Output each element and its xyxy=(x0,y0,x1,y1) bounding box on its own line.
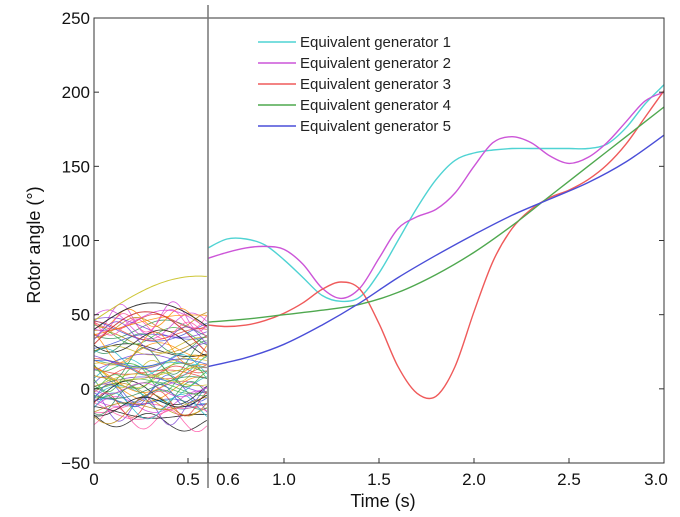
pre-split-trajectory xyxy=(93,336,207,356)
y-tick-label: −50 xyxy=(61,454,90,473)
pre-split-trajectory xyxy=(93,376,207,399)
pre-split-trajectory xyxy=(93,324,207,346)
y-tick-label: 0 xyxy=(81,380,90,399)
series-line-5 xyxy=(207,134,665,368)
pre-split-trajectory xyxy=(93,393,208,425)
pre-split-trajectory xyxy=(93,398,207,406)
pre-split-trajectory xyxy=(93,394,208,417)
pre-split-trajectory xyxy=(93,366,207,381)
legend-entry: Equivalent generator 1 xyxy=(300,34,451,51)
pre-split-trajectory xyxy=(93,357,207,369)
pre-split-trajectory xyxy=(93,318,208,339)
pre-split-trajectory xyxy=(93,311,208,353)
x-tick-label: 2.5 xyxy=(557,470,581,489)
x-tick-label: 1.0 xyxy=(272,470,296,489)
series-line-1 xyxy=(207,84,665,303)
pre-split-trajectory xyxy=(93,392,208,426)
y-tick-label: 50 xyxy=(71,306,90,325)
pre-split-trajectory xyxy=(93,390,208,418)
legend-entry: Equivalent generator 4 xyxy=(300,97,451,114)
series-line-4 xyxy=(207,106,665,323)
pre-split-trajectory xyxy=(93,333,207,349)
legend-entry: Equivalent generator 2 xyxy=(300,55,451,72)
pre-split-trajectory xyxy=(93,358,207,368)
x-tick-label: 2.0 xyxy=(462,470,486,489)
pre-split-trajectory xyxy=(93,371,208,391)
pre-split-trajectory xyxy=(93,329,207,357)
pre-split-trajectory xyxy=(93,376,207,402)
y-axis-label: Rotor angle (°) xyxy=(24,186,44,303)
pre-split-trajectory xyxy=(93,364,208,393)
legend: Equivalent generator 1 Equivalent generat… xyxy=(258,34,451,135)
pre-split-trajectory xyxy=(93,302,208,330)
pre-split-trajectories xyxy=(93,275,208,433)
pre-split-trajectory xyxy=(93,348,208,376)
pre-split-trajectory xyxy=(93,342,207,366)
x-tick-label: 0.5 xyxy=(176,470,200,489)
pre-split-trajectory xyxy=(93,368,207,379)
pre-split-trajectory xyxy=(93,392,208,420)
x-tick-label: 0 xyxy=(89,470,98,489)
pre-split-trajectory xyxy=(93,383,208,408)
series-line-2 xyxy=(207,91,665,300)
legend-entry: Equivalent generator 5 xyxy=(300,118,451,135)
x-tick-label: 1.5 xyxy=(367,470,391,489)
pre-split-trajectory xyxy=(93,331,208,365)
pre-split-trajectory xyxy=(93,413,207,432)
pre-split-trajectory xyxy=(93,321,208,351)
pre-split-trajectory xyxy=(93,362,207,372)
x-tick-label: 0.6 xyxy=(216,470,240,489)
pre-split-trajectory xyxy=(93,308,207,328)
pre-split-trajectory xyxy=(93,275,207,322)
x-axis-label: Time (s) xyxy=(350,491,415,511)
pre-split-trajectory xyxy=(93,314,207,336)
pre-split-trajectory xyxy=(93,406,208,433)
legend-entry: Equivalent generator 3 xyxy=(300,76,451,93)
pre-split-trajectory xyxy=(93,381,208,416)
series-line-3 xyxy=(207,90,665,400)
pre-split-trajectory xyxy=(93,396,207,413)
pre-split-trajectory xyxy=(93,382,207,398)
y-tick-label: 150 xyxy=(62,157,90,176)
y-tick-label: 250 xyxy=(62,9,90,28)
pre-split-trajectory xyxy=(93,320,207,341)
x-tick-label: 3.0 xyxy=(644,470,668,489)
pre-split-trajectory xyxy=(93,381,207,399)
pre-split-trajectory xyxy=(93,319,207,342)
series-lines xyxy=(207,84,665,400)
y-tick-label: 200 xyxy=(62,83,90,102)
y-tick-label: 100 xyxy=(62,232,90,251)
